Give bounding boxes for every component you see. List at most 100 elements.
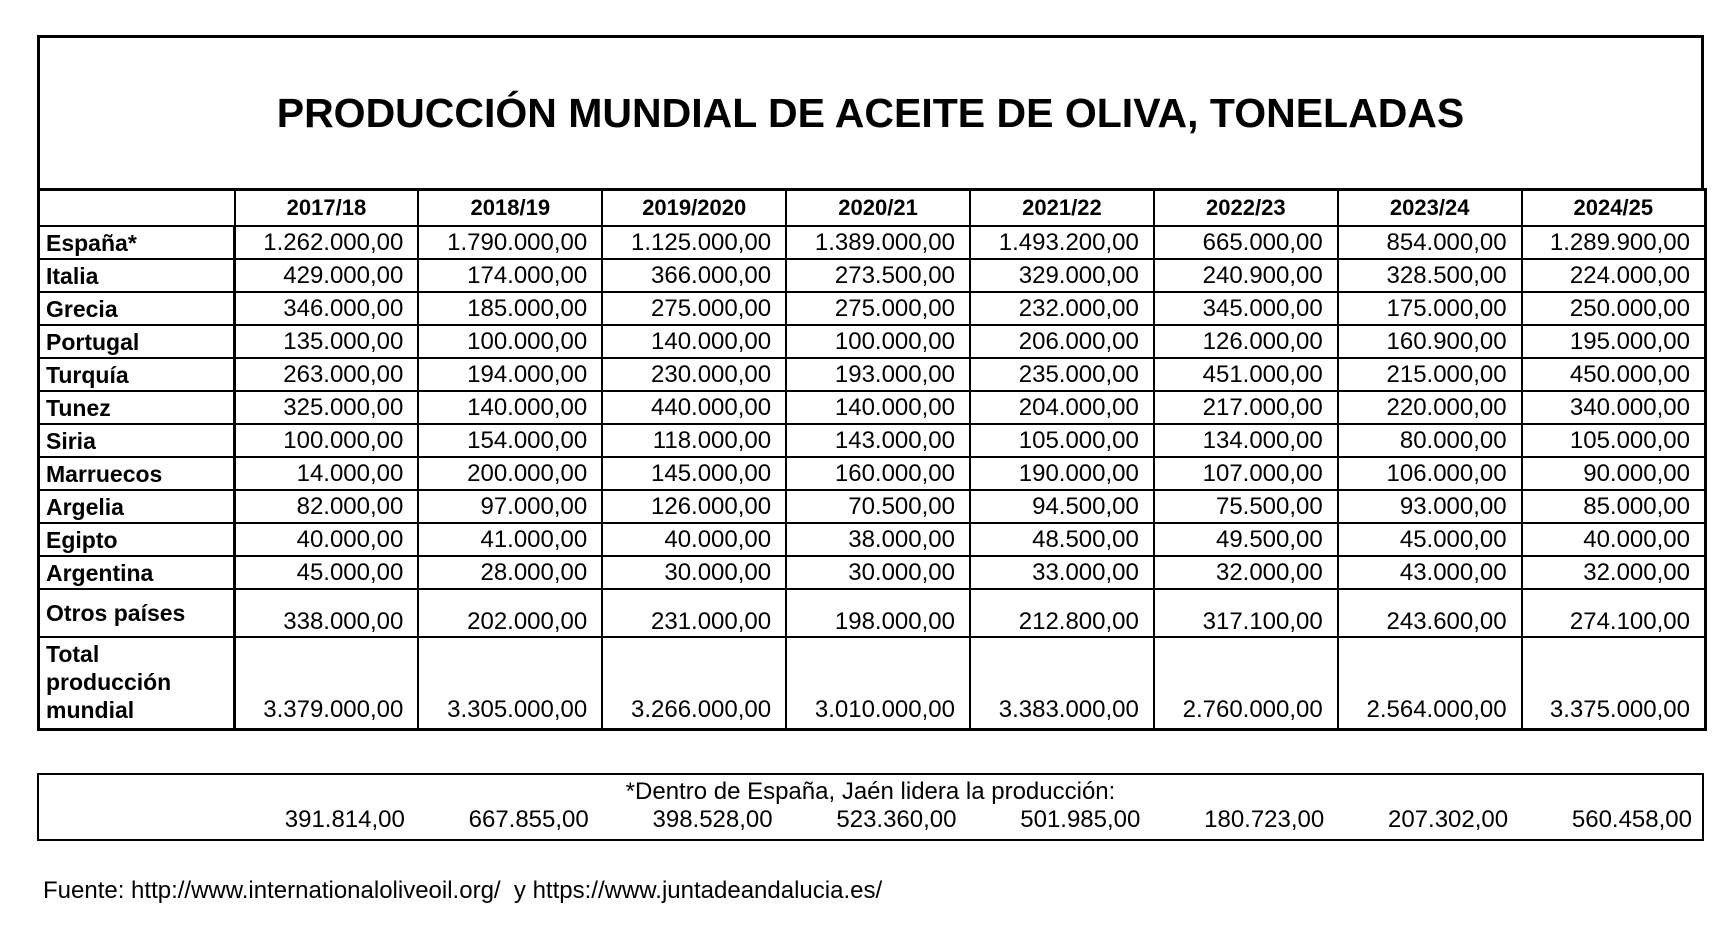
row-label: Italia bbox=[37, 258, 236, 293]
data-row: Argentina 45.000,00 28.000,00 30.000,00 30.0… bbox=[37, 555, 1707, 590]
footnote-value: 398.528,00 bbox=[652, 806, 773, 833]
value-cell: 32.000,00 bbox=[1152, 555, 1339, 590]
value-cell: 118.000,00 bbox=[601, 423, 788, 458]
value-cell: 2.760.000,00 bbox=[1152, 636, 1339, 731]
footnote-row: 391.814,00 667.855,00 398.528,00 523.360,00… bbox=[39, 806, 1706, 834]
value-cell: 250.000,00 bbox=[1520, 291, 1707, 326]
value-cell: 230.000,00 bbox=[601, 357, 788, 392]
value-cell: 451.000,00 bbox=[1152, 357, 1339, 392]
value-cell: 145.000,00 bbox=[601, 456, 788, 491]
value-cell: 3.010.000,00 bbox=[785, 636, 971, 731]
value-cell: 154.000,00 bbox=[417, 423, 604, 458]
value-cell: 45.000,00 bbox=[1336, 522, 1523, 557]
data-row: Grecia 346.000,00 185.000,00 275.000,00 275.… bbox=[37, 291, 1707, 326]
header-cell: 2022/23 bbox=[1152, 188, 1339, 227]
value-cell: 224.000,00 bbox=[1520, 258, 1707, 293]
footnote-value: 523.360,00 bbox=[836, 806, 957, 833]
value-cell: 232.000,00 bbox=[969, 291, 1155, 326]
header-cell: 2021/22 bbox=[969, 188, 1155, 227]
data-row: Italia 429.000,00 174.000,00 366.000,00 273.… bbox=[37, 258, 1707, 293]
value-cell: 263.000,00 bbox=[233, 357, 420, 392]
row-label: Otros países bbox=[37, 588, 236, 638]
value-cell: 28.000,00 bbox=[417, 555, 604, 590]
header-cell: 2019/2020 bbox=[601, 188, 788, 227]
footnote-value: 180.723,00 bbox=[1204, 806, 1325, 833]
value-cell: 346.000,00 bbox=[233, 291, 420, 326]
value-cell: 204.000,00 bbox=[969, 390, 1155, 425]
value-cell: 194.000,00 bbox=[417, 357, 604, 392]
value-cell: 105.000,00 bbox=[1520, 423, 1707, 458]
header-cell: 2020/21 bbox=[785, 188, 971, 227]
value-cell: 198.000,00 bbox=[785, 588, 971, 638]
value-cell: 33.000,00 bbox=[969, 555, 1155, 590]
header-cell: 2023/24 bbox=[1336, 188, 1523, 227]
value-cell: 1.389.000,00 bbox=[785, 225, 971, 260]
header-row: 2017/18 2018/19 2019/2020 2020/21 2021/22 202… bbox=[37, 188, 1707, 227]
value-cell: 440.000,00 bbox=[601, 390, 788, 425]
value-cell: 80.000,00 bbox=[1336, 423, 1523, 458]
data-row: Marruecos 14.000,00 200.000,00 145.000,00 16… bbox=[37, 456, 1707, 491]
value-cell: 345.000,00 bbox=[1152, 291, 1339, 326]
value-cell: 206.000,00 bbox=[969, 324, 1155, 359]
header-corner bbox=[37, 188, 236, 227]
data-row: Tunez 325.000,00 140.000,00 440.000,00 140.0… bbox=[37, 390, 1707, 425]
value-cell: 30.000,00 bbox=[601, 555, 788, 590]
value-cell: 30.000,00 bbox=[785, 555, 971, 590]
row-label: Turquía bbox=[37, 357, 236, 392]
value-cell: 175.000,00 bbox=[1336, 291, 1523, 326]
row-label: Egipto bbox=[37, 522, 236, 557]
value-cell: 1.262.000,00 bbox=[233, 225, 420, 260]
header-cell: 2024/25 bbox=[1520, 188, 1707, 227]
value-cell: 3.375.000,00 bbox=[1520, 636, 1707, 731]
footnote-value: 501.985,00 bbox=[1020, 806, 1141, 833]
header-cell: 2018/19 bbox=[417, 188, 604, 227]
value-cell: 38.000,00 bbox=[785, 522, 971, 557]
value-cell: 220.000,00 bbox=[1336, 390, 1523, 425]
row-label: Marruecos bbox=[37, 456, 236, 491]
value-cell: 140.000,00 bbox=[417, 390, 604, 425]
row-label: Grecia bbox=[37, 291, 236, 326]
data-row: Siria 100.000,00 154.000,00 118.000,00 143.0… bbox=[37, 423, 1707, 458]
value-cell: 1.790.000,00 bbox=[417, 225, 604, 260]
value-cell: 105.000,00 bbox=[969, 423, 1155, 458]
row-label: España* bbox=[37, 225, 236, 260]
value-cell: 328.500,00 bbox=[1336, 258, 1523, 293]
value-cell: 70.500,00 bbox=[785, 489, 971, 524]
value-cell: 75.500,00 bbox=[1152, 489, 1339, 524]
value-cell: 140.000,00 bbox=[785, 390, 971, 425]
value-cell: 49.500,00 bbox=[1152, 522, 1339, 557]
value-cell: 665.000,00 bbox=[1152, 225, 1339, 260]
value-cell: 366.000,00 bbox=[601, 258, 788, 293]
title: PRODUCCIÓN MUNDIAL DE ACEITE DE OLIVA, T… bbox=[37, 35, 1704, 188]
value-cell: 1.125.000,00 bbox=[601, 225, 788, 260]
value-cell: 275.000,00 bbox=[785, 291, 971, 326]
table-wrap: PRODUCCIÓN MUNDIAL DE ACEITE DE OLIVA, T… bbox=[37, 35, 1707, 731]
value-cell: 275.000,00 bbox=[601, 291, 788, 326]
value-cell: 212.800,00 bbox=[969, 588, 1155, 638]
value-cell: 126.000,00 bbox=[1152, 324, 1339, 359]
footnote-value: 667.855,00 bbox=[468, 806, 589, 833]
value-cell: 93.000,00 bbox=[1336, 489, 1523, 524]
value-cell: 235.000,00 bbox=[969, 357, 1155, 392]
footnote-value: 560.458,00 bbox=[1571, 806, 1692, 833]
data-row: España* 1.262.000,00 1.790.000,00 1.125.000… bbox=[37, 225, 1707, 260]
value-cell: 243.600,00 bbox=[1336, 588, 1523, 638]
value-cell: 1.289.900,00 bbox=[1520, 225, 1707, 260]
row-label: Total producción mundial bbox=[37, 636, 236, 731]
value-cell: 85.000,00 bbox=[1520, 489, 1707, 524]
footnote-box: *Dentro de España, Jaén lidera la produc… bbox=[37, 773, 1704, 841]
data-row: Total producción mundial 3.379.000,00 3.30… bbox=[37, 636, 1707, 731]
value-cell: 200.000,00 bbox=[417, 456, 604, 491]
value-cell: 82.000,00 bbox=[233, 489, 420, 524]
value-cell: 140.000,00 bbox=[601, 324, 788, 359]
value-cell: 160.900,00 bbox=[1336, 324, 1523, 359]
value-cell: 215.000,00 bbox=[1336, 357, 1523, 392]
value-cell: 190.000,00 bbox=[969, 456, 1155, 491]
value-cell: 3.379.000,00 bbox=[233, 636, 420, 731]
value-cell: 185.000,00 bbox=[417, 291, 604, 326]
value-cell: 14.000,00 bbox=[233, 456, 420, 491]
value-cell: 100.000,00 bbox=[785, 324, 971, 359]
value-cell: 126.000,00 bbox=[601, 489, 788, 524]
value-cell: 2.564.000,00 bbox=[1336, 636, 1523, 731]
value-cell: 97.000,00 bbox=[417, 489, 604, 524]
